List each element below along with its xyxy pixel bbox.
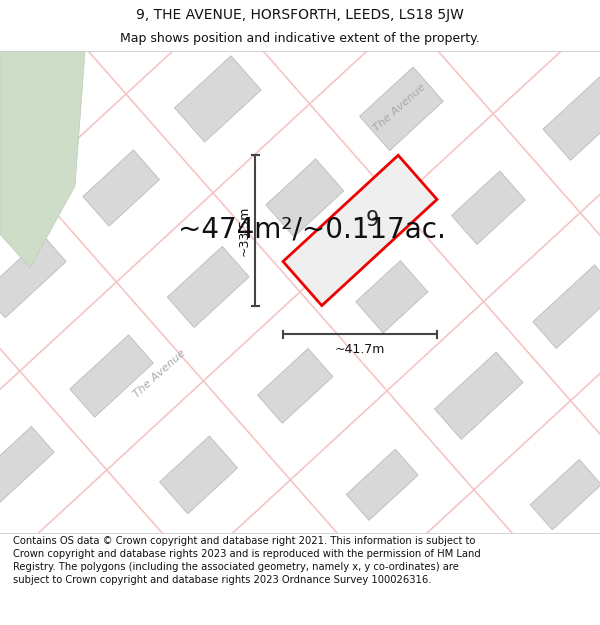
Polygon shape	[175, 56, 261, 142]
Text: The Avenue: The Avenue	[132, 348, 188, 399]
Polygon shape	[533, 265, 600, 348]
Text: Contains OS data © Crown copyright and database right 2021. This information is : Contains OS data © Crown copyright and d…	[13, 536, 481, 584]
Polygon shape	[283, 155, 437, 306]
Text: ~474m²/~0.117ac.: ~474m²/~0.117ac.	[178, 215, 446, 243]
Polygon shape	[83, 150, 160, 226]
Polygon shape	[160, 436, 238, 514]
Polygon shape	[452, 171, 525, 244]
Polygon shape	[0, 236, 66, 318]
Polygon shape	[359, 67, 443, 151]
Text: ~33.5m: ~33.5m	[238, 205, 251, 256]
Polygon shape	[0, 49, 74, 129]
Polygon shape	[346, 449, 418, 521]
Text: Map shows position and indicative extent of the property.: Map shows position and indicative extent…	[120, 32, 480, 45]
Polygon shape	[257, 349, 333, 423]
Text: The Avenue: The Avenue	[372, 82, 428, 133]
Polygon shape	[356, 261, 428, 333]
Text: 9: 9	[365, 210, 379, 230]
Polygon shape	[70, 335, 154, 417]
Text: 9, THE AVENUE, HORSFORTH, LEEDS, LS18 5JW: 9, THE AVENUE, HORSFORTH, LEEDS, LS18 5J…	[136, 8, 464, 22]
Polygon shape	[0, 51, 85, 268]
Polygon shape	[530, 459, 600, 530]
Polygon shape	[434, 352, 523, 439]
Text: ~41.7m: ~41.7m	[335, 344, 385, 356]
Polygon shape	[167, 246, 249, 328]
Polygon shape	[0, 426, 54, 504]
Polygon shape	[543, 77, 600, 160]
Polygon shape	[266, 159, 344, 237]
